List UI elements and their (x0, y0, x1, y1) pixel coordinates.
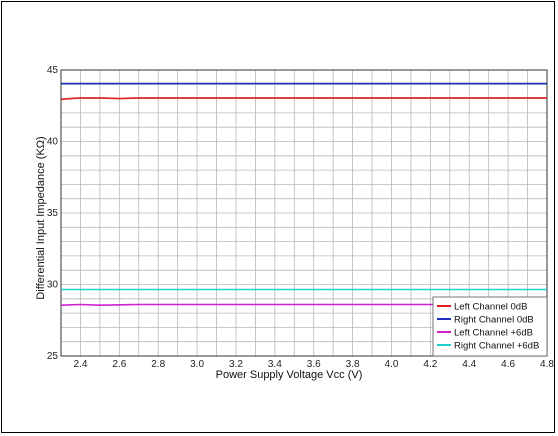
x-tick-label: 4.0 (385, 359, 399, 370)
x-tick-label: 3.8 (346, 359, 360, 370)
y-axis-label: Differential Input Impedance (KΩ) (35, 136, 47, 299)
y-tick-label: 35 (47, 208, 59, 219)
series-lines (60, 82, 547, 307)
y-tick-label: 25 (47, 351, 59, 362)
legend-entry: Right Channel +6dB (454, 341, 539, 352)
y-tick-label: 45 (47, 65, 59, 76)
x-tick-label: 4.6 (501, 359, 515, 370)
legend-entry: Left Channel 0dB (454, 302, 527, 313)
x-tick-label: 3.2 (229, 359, 243, 370)
legend-entry: Right Channel 0dB (454, 315, 534, 326)
x-tick-labels: 2.4 2.6 2.8 3.0 3.2 3.4 3.6 3.8 4.0 4.2 4.4 4.6 4.8 (73, 359, 554, 370)
x-tick-label: 4.8 (540, 359, 554, 370)
y-tick-label: 30 (47, 280, 59, 291)
x-tick-label: 4.4 (462, 359, 476, 370)
x-tick-label: 3.6 (307, 359, 321, 370)
x-tick-label: 3.4 (268, 359, 282, 370)
legend-entry: Left Channel +6dB (454, 328, 533, 339)
legend-box (432, 296, 548, 357)
series-line-1 (60, 97, 547, 101)
y-tick-label: 40 (47, 137, 59, 148)
x-tick-label: 2.6 (112, 359, 126, 370)
legend: Left Channel 0dB Right Channel 0dB Left Ch… (432, 296, 548, 357)
x-axis-label: Power Supply Voltage Vcc (V) (216, 369, 363, 381)
x-tick-label: 4.2 (423, 359, 437, 370)
x-tick-label: 3.0 (190, 359, 204, 370)
y-tick-labels: 25 30 35 40 45 (47, 65, 59, 362)
x-tick-label: 2.4 (73, 359, 87, 370)
x-tick-label: 2.8 (151, 359, 165, 370)
plot-border (60, 69, 548, 357)
